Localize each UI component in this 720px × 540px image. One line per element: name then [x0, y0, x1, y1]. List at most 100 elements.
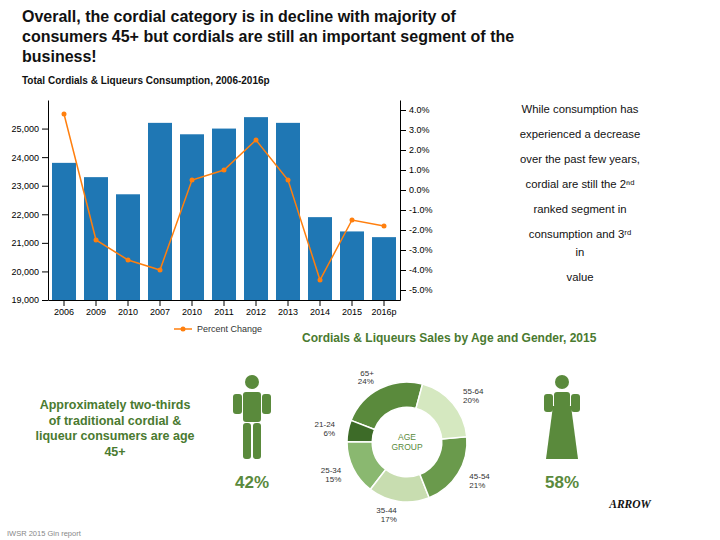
slice-category: 65+ [360, 369, 374, 378]
tick: 19,000 [11, 295, 48, 305]
line [64, 114, 384, 280]
tick-label: 2014 [310, 307, 330, 317]
tick: 2012 [246, 300, 266, 317]
slice [416, 384, 467, 439]
text-line: GROUP [391, 442, 423, 452]
bar [148, 123, 172, 300]
tick: 2010 [118, 300, 138, 317]
slice-value: 24% [358, 377, 374, 386]
tick-mark [42, 243, 48, 244]
tick-mark [352, 300, 353, 306]
bar [212, 129, 236, 300]
data-label: 42% [235, 473, 269, 492]
tick: 2016p [371, 300, 396, 317]
tick: 2015 [342, 300, 362, 317]
icon-part [233, 394, 242, 414]
tick: 24,000 [11, 153, 48, 163]
tick-label: 22,000 [11, 210, 39, 220]
legend-marker [181, 327, 186, 332]
text-line: liqueur consumers are age [35, 429, 194, 443]
slice-category: 21-24 [315, 420, 336, 429]
icon-part [262, 394, 271, 414]
tick-mark [320, 300, 321, 306]
tick-mark [64, 300, 65, 306]
tick-label: 2013 [278, 307, 298, 317]
tick: 22,000 [11, 210, 48, 220]
y2-axis: -5.0%-4.0%-3.0%-2.0%-1.0%0.0%1.0%2.0%3.0… [400, 101, 433, 301]
tick-label: 2012 [246, 307, 266, 317]
tick-mark [400, 230, 406, 231]
tick-label: 1.0% [409, 165, 430, 175]
bar [180, 134, 204, 300]
annotation: While consumption has [522, 103, 639, 115]
icon-part [544, 394, 553, 412]
bars [52, 117, 396, 300]
tick-mark [400, 110, 406, 111]
tick-label: 2.0% [409, 145, 430, 155]
tick: -4.0% [400, 265, 433, 275]
legend-swatch [174, 327, 192, 332]
slice-category: 25-34 [321, 466, 342, 475]
tick-mark [288, 300, 289, 306]
text-line: of traditional cordial & [49, 414, 182, 428]
annotation: cordial are still the 2ⁿᵈ [526, 178, 635, 190]
icon-part [571, 394, 580, 412]
tick: -3.0% [400, 245, 433, 255]
tick-label: 25,000 [11, 124, 39, 134]
icon-part [243, 392, 261, 422]
tick-label: -4.0% [409, 265, 433, 275]
markers [62, 112, 387, 283]
tick-label: 0.0% [409, 185, 430, 195]
tick: 2.0% [400, 145, 430, 155]
donut: 65+24%21-246%25-3415%35-4417%45-5421%55-… [315, 369, 491, 525]
slice-category: 55-64 [463, 387, 484, 396]
tick-mark [400, 190, 406, 191]
tick: 20,000 [11, 267, 48, 277]
tick-mark [384, 300, 385, 306]
tick: 23,000 [11, 181, 48, 191]
slice [347, 420, 375, 442]
annotation: value [566, 271, 593, 283]
data-label: 58% [545, 473, 579, 492]
tick-mark [400, 250, 406, 251]
donut-center-text: AGEGROUP [391, 432, 423, 452]
tick-label: 2011 [214, 307, 233, 317]
icon-part [243, 423, 251, 459]
bar [116, 194, 140, 300]
marker [158, 268, 163, 273]
tick-label: -5.0% [409, 285, 433, 295]
bar [84, 177, 108, 300]
tick: 2014 [310, 300, 330, 317]
marker [318, 278, 323, 283]
bar [340, 231, 364, 300]
tick: 0.0% [400, 185, 430, 195]
tick-label: 2015 [342, 307, 362, 317]
annotation: experienced a decrease [520, 128, 641, 140]
slice-label: 35-4417% [376, 506, 397, 524]
tick: 21,000 [11, 238, 48, 248]
tick-label: 24,000 [11, 153, 39, 163]
text-line: 45+ [104, 445, 125, 459]
tick-label: 2010 [182, 307, 202, 317]
annotation: over the past few years, [520, 153, 640, 165]
tick-mark [400, 150, 406, 151]
text-line: AGE [398, 432, 416, 442]
tick-mark [42, 271, 48, 272]
slice-value: 17% [381, 515, 397, 524]
tick: 1.0% [400, 165, 430, 175]
tick-mark [192, 300, 193, 306]
annotation: in [576, 246, 585, 258]
slice [420, 437, 467, 498]
tick-label: -1.0% [409, 205, 433, 215]
tick: 2011 [214, 300, 233, 317]
legend-label: Percent Change [197, 324, 262, 334]
tick-label: 2007 [150, 307, 170, 317]
x-axis: 2006200920102007201020112012201320142015… [49, 300, 401, 317]
tick: 3.0% [400, 125, 430, 135]
slice-value: 6% [323, 429, 335, 438]
slice-value: 20% [463, 396, 479, 405]
slice-label: 25-3415% [321, 466, 342, 484]
tick: -5.0% [400, 285, 433, 295]
slice-label: 55-6420% [463, 387, 484, 405]
slice-category: 45-54 [469, 472, 490, 481]
